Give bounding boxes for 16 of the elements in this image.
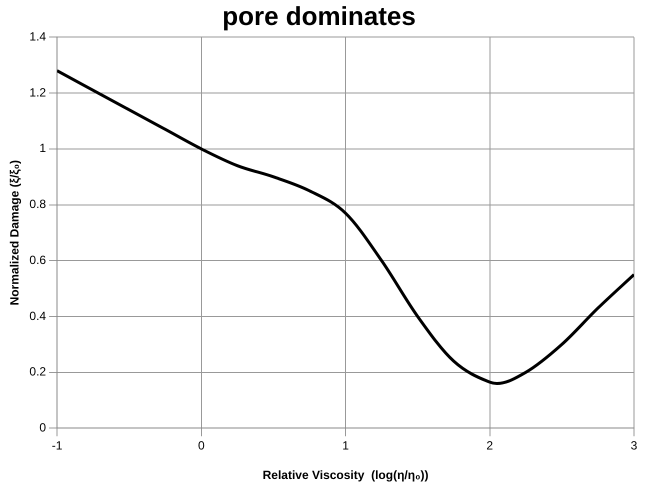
x-tick-label: -1 (52, 438, 63, 453)
x-tick-label: 1 (342, 438, 350, 453)
y-tick-label: 0 (39, 420, 46, 435)
y-tick-label: 0.2 (29, 364, 46, 379)
x-axis-title: Relative Viscosity (log(η/η₀)) (262, 468, 428, 482)
x-tick-label: 3 (630, 438, 638, 453)
y-tick-label: 1.4 (29, 30, 46, 44)
y-tick-label: 1 (39, 141, 46, 156)
y-tick-label: 0.8 (29, 197, 46, 212)
y-tick-label: 0.6 (29, 252, 46, 267)
chart-title: pore dominates (222, 0, 416, 31)
x-tick-label: 2 (486, 438, 494, 453)
y-axis-title: Normalized Damage (ξ/ξ₀) (8, 160, 22, 306)
y-tick-label: 1.2 (29, 85, 46, 100)
x-tick-label: 0 (198, 438, 205, 453)
y-tick-label: 0.4 (29, 308, 46, 323)
